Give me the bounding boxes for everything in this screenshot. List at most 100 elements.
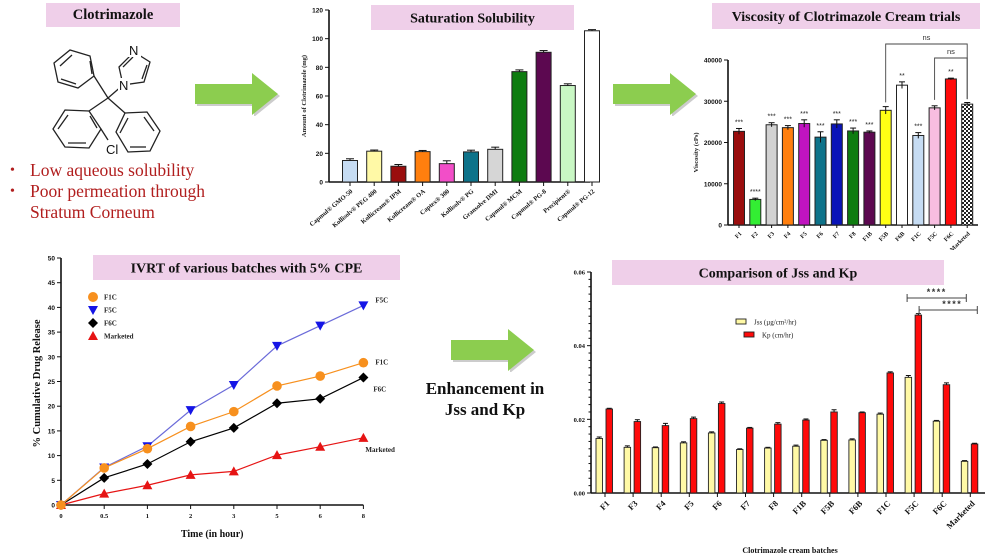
y-tick-label: 10000 <box>704 181 722 188</box>
x-tick-label: Capmul® GMO-50 <box>309 188 355 228</box>
bar <box>749 198 762 226</box>
molecule-bonds <box>52 49 161 153</box>
y-tick-label: 25 <box>48 379 56 386</box>
y-tick-label: 0 <box>718 223 722 230</box>
x-tick-label: F1B <box>790 498 808 516</box>
significance-label: ** <box>899 73 905 80</box>
saturation-solubility-chart: 0 20 40 60 80 100 120 Amount of Clotrimazole (m… <box>301 5 600 229</box>
y-tick-label: 20000 <box>704 140 722 147</box>
x-tick-label: F5C <box>902 498 920 516</box>
arrow-right-icon <box>195 73 280 116</box>
x-tick-label: F5 <box>682 498 696 512</box>
y-axis-label: % Cumulative Drug Release <box>32 319 43 447</box>
significance-label: *** <box>768 114 776 121</box>
y-tick-label: 0.04 <box>574 343 586 350</box>
bar-jss <box>679 442 688 494</box>
x-tick-label: F2 <box>751 231 760 240</box>
arrow-right-icon <box>613 73 698 116</box>
arrow-right-icon <box>451 329 536 372</box>
y-tick-label: 35 <box>48 330 56 337</box>
marker-triangle-up <box>142 480 153 490</box>
bar <box>765 124 778 226</box>
x-tick-label: Marketed <box>944 498 977 531</box>
series-f6c <box>56 372 369 510</box>
x-axis-label: Time (in hour) <box>181 529 244 540</box>
bar-kp <box>942 384 951 494</box>
marker-circle <box>272 381 282 391</box>
series-f1c <box>56 357 369 510</box>
y-tick-label: 15 <box>48 428 56 435</box>
marker-circle <box>142 443 153 454</box>
chart-title: Saturation Solubility <box>410 12 535 27</box>
y-tick-label: 0.06 <box>574 270 586 277</box>
x-tick-label: 0.5 <box>100 513 109 520</box>
y-tick-label: 0.00 <box>574 491 585 498</box>
y-tick-label: 80 <box>316 65 324 72</box>
bar <box>781 127 794 226</box>
marker-triangle-down <box>358 301 369 311</box>
chart-title: Viscosity of Clotrimazole Cream trials <box>732 10 961 25</box>
chlorophenyl-ring <box>52 109 102 149</box>
marker-triangle-down <box>185 406 196 416</box>
chart-title: Comparison of Jss and Kp <box>699 267 858 282</box>
bar <box>830 123 843 226</box>
marker-diamond <box>142 458 153 469</box>
bar <box>511 71 528 183</box>
marker-triangle-up <box>315 441 326 451</box>
y-tick-label: 30 <box>48 354 56 361</box>
bullet-icon: • <box>10 184 15 199</box>
bar <box>584 30 600 183</box>
x-tick-label: F7 <box>832 231 841 240</box>
x-tick-label: F5C <box>927 231 939 243</box>
property-item: • Low aqueous solubility <box>8 160 260 181</box>
bar-jss <box>736 449 744 494</box>
x-tick-label: F5B <box>878 231 890 243</box>
marker-triangle-down <box>88 306 98 315</box>
legend-label: Marketed <box>104 333 134 341</box>
x-tick-label: 8 <box>362 513 366 520</box>
marker-triangle-up <box>88 331 98 340</box>
clotrimazole-title: Clotrimazole <box>46 3 180 27</box>
y-tick-label: 0 <box>51 503 55 510</box>
chart-title-box <box>612 260 944 285</box>
x-tick-label: F6 <box>816 231 825 240</box>
bar-kp <box>914 314 923 494</box>
marker-triangle-up <box>358 432 369 442</box>
series-line <box>60 437 364 506</box>
x-tick-label: F6C <box>943 231 955 243</box>
clotrimazole-structure: N N Cl <box>52 43 161 155</box>
enhancement-label: Enhancement in Jss and Kp <box>410 378 560 420</box>
marker-diamond <box>99 472 110 483</box>
y-axis-label: Viscosity (cPs) <box>693 132 700 172</box>
marker-circle <box>56 500 66 510</box>
marker-circle <box>315 371 326 381</box>
y-tick-label: 40000 <box>704 58 722 65</box>
phenyl-ring-top <box>53 49 95 89</box>
x-axis-label: Clotrimazole cream batches <box>742 546 837 555</box>
bar <box>814 136 827 226</box>
x-tick-label: F1 <box>598 498 612 512</box>
significance-label: *** <box>816 123 824 130</box>
y-tick-label: 10 <box>48 453 56 460</box>
viscosity-chart: 0 10000 20000 30000 40000 Viscosity (cPs) *** F… <box>693 3 980 250</box>
marker-diamond <box>358 372 369 383</box>
bar <box>535 51 552 183</box>
marker-triangle-up <box>99 488 110 498</box>
series-line <box>60 377 364 506</box>
significance-label: *** <box>865 122 873 129</box>
end-label: F1C <box>375 359 388 367</box>
chart-title-box <box>93 255 400 280</box>
bar <box>798 123 811 226</box>
bar-kp <box>774 423 782 494</box>
x-tick-label: F3 <box>626 498 640 512</box>
bar-jss <box>595 438 603 494</box>
y-tick-label: 45 <box>48 280 56 287</box>
bar-jss <box>904 376 913 494</box>
bar-kp <box>689 418 698 494</box>
x-tick-label: F6B <box>847 498 865 516</box>
y-tick-label: 40 <box>316 122 324 129</box>
x-tick-label: F1C <box>911 231 923 243</box>
bar <box>912 134 925 226</box>
legend-swatch <box>743 331 755 338</box>
